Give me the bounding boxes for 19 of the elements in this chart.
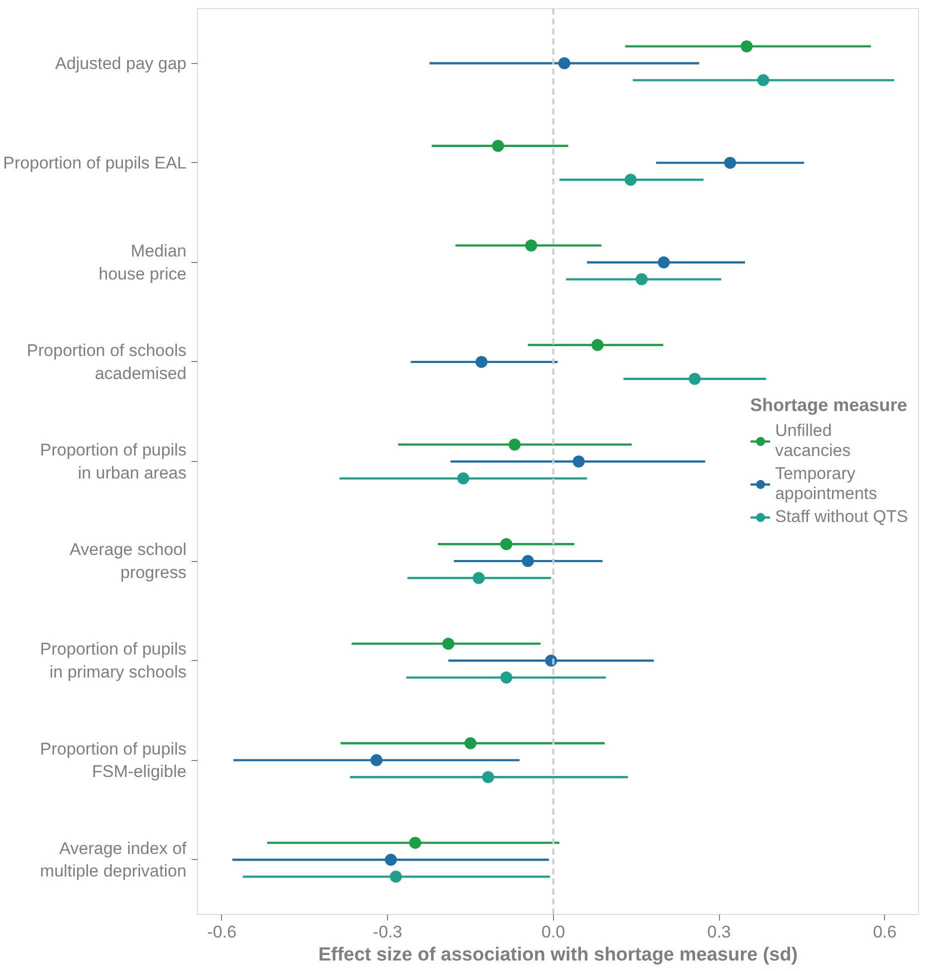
- x-tick-label: 0.0: [541, 922, 566, 942]
- y-tick-label: Proportion of pupils in primary schools: [40, 640, 187, 682]
- y-tick-label: Proportion of schools academised: [26, 341, 187, 383]
- legend-label: Staff without QTS: [775, 507, 908, 527]
- x-tick-label: -0.3: [372, 922, 402, 942]
- x-axis-title: Effect size of association with shortage measure (sd): [318, 944, 798, 966]
- x-tick-label: -0.6: [207, 922, 236, 942]
- x-tick-label: 0.6: [872, 922, 897, 942]
- y-tick-label: Adjusted pay gap: [55, 54, 187, 73]
- legend-label: Unfilled vacancies: [775, 421, 851, 461]
- y-tick-label: Proportion of pupils EAL: [3, 153, 187, 172]
- y-tick-label: Average school progress: [70, 540, 186, 582]
- x-tick-label: 0.3: [707, 922, 731, 942]
- legend-title: Shortage measure: [750, 395, 908, 416]
- y-tick-label: Proportion of pupils FSM-eligible: [40, 739, 187, 782]
- y-tick-label: Median house price: [98, 241, 187, 284]
- legend-label: Temporary appointments: [775, 464, 878, 504]
- y-tick-label: Proportion of pupils in urban areas: [40, 440, 187, 482]
- y-tick-label: Average index of multiple deprivation: [40, 838, 187, 881]
